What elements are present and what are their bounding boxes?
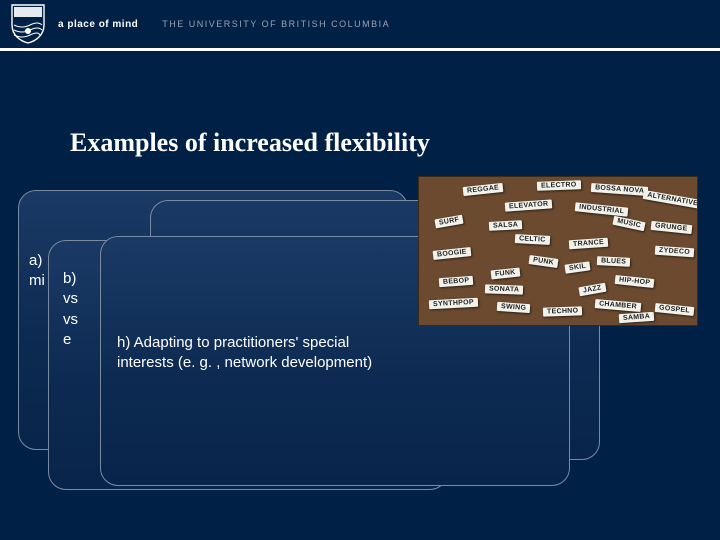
card-a-line2: mi (29, 271, 45, 291)
header-rule (0, 48, 720, 51)
slide-title: Examples of increased flexibility (70, 128, 430, 158)
ubc-shield-icon (10, 3, 46, 45)
genre-tag: SWING (497, 302, 531, 313)
card-b-line4: e (63, 330, 78, 350)
genre-tag: BLUES (597, 256, 631, 267)
genre-tags-photo: REGGAE ELECTRO BOSSA NOVAALTERNATIVE ELEVAT… (418, 176, 698, 326)
genre-tag: BEBOP (439, 276, 474, 287)
genre-tag: PUNK (529, 255, 559, 268)
genre-tag: ELECTRO (537, 180, 581, 191)
genre-tag: SYNTHPOP (429, 298, 478, 310)
genre-tag: CHAMBER (595, 299, 642, 312)
genre-tag: HIP-HOP (615, 275, 655, 288)
genre-tag: JAZZ (578, 283, 606, 297)
card-h-line2: interests (e. g. , network development) (117, 353, 553, 373)
genre-tag: MUSIC (612, 216, 645, 231)
card-a-line1: a) (29, 251, 45, 271)
genre-tag: GRUNGE (651, 221, 692, 234)
genre-tag: CELTIC (515, 234, 550, 245)
university-name: THE UNIVERSITY OF BRITISH COLUMBIA (162, 19, 390, 29)
genre-tag: ELEVATOR (505, 199, 553, 211)
genre-tag: INDUSTRIAL (575, 202, 629, 217)
genre-tag: SALSA (489, 220, 523, 231)
genre-tag: SONATA (485, 284, 524, 294)
card-h-line1: h) Adapting to practitioners' special (117, 333, 553, 353)
genre-tag: SURF (434, 215, 463, 229)
card-b-line1: b) (63, 269, 78, 289)
genre-tag: BOSSA NOVA (591, 183, 649, 196)
genre-tag: SKIL (564, 261, 590, 273)
genre-tag: REGGAE (463, 183, 504, 196)
tagline: a place of mind (58, 19, 138, 30)
genre-tag: TRANCE (569, 238, 609, 250)
header-bar: a place of mind THE UNIVERSITY OF BRITIS… (0, 0, 720, 48)
genre-tag: ZYDECO (655, 246, 695, 258)
genre-tag: TECHNO (543, 306, 583, 316)
card-b-line3: vs (63, 310, 78, 330)
genre-tag: ALTERNATIVE (643, 190, 698, 209)
genre-tag: BOOGIE (433, 247, 472, 260)
card-b-line2: vs (63, 289, 78, 309)
genre-tag: SAMBA (619, 312, 655, 323)
genre-tag: GOSPEL (655, 303, 695, 316)
genre-tag: FUNK (491, 268, 520, 280)
